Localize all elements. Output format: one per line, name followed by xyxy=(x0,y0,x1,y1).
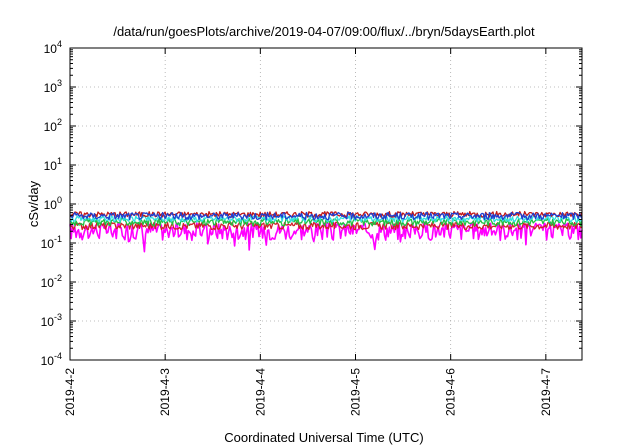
y-tick-label: 104 xyxy=(44,39,62,56)
y-tick-label: 10-3 xyxy=(41,312,62,329)
x-tick-label: 2019-4-7 xyxy=(539,368,553,416)
series-line xyxy=(69,222,583,253)
series-group xyxy=(69,210,583,253)
grid xyxy=(69,47,582,361)
y-ticks: 10-4 10-3 10-2 10-1 100 101 102 103 104 xyxy=(41,39,582,368)
x-tick-label: 2019-4-6 xyxy=(444,368,458,416)
y-tick-label: 102 xyxy=(44,117,62,134)
x-axis-label: Coordinated Universal Time (UTC) xyxy=(224,430,423,445)
series-line xyxy=(69,210,583,218)
x-tick-label: 2019-4-2 xyxy=(63,368,77,416)
x-tick-label: 2019-4-5 xyxy=(349,368,363,416)
y-tick-label: 10-1 xyxy=(41,234,62,251)
x-tick-label: 2019-4-4 xyxy=(253,368,267,416)
x-ticks: 2019-4-2 2019-4-3 2019-4-4 2019-4-5 2019-4-6… xyxy=(63,48,553,416)
chart-title: /data/run/goesPlots/archive/2019-04-07/0… xyxy=(113,24,535,39)
y-axis-label: cSv/day xyxy=(26,180,41,227)
x-tick-label: 2019-4-3 xyxy=(158,368,172,416)
series-line xyxy=(69,221,583,231)
y-tick-label: 10-4 xyxy=(41,351,62,368)
series-line xyxy=(69,211,583,221)
y-tick-label: 103 xyxy=(44,78,62,95)
y-tick-label: 100 xyxy=(44,195,62,212)
y-tick-label: 10-2 xyxy=(41,273,62,290)
y-tick-label: 101 xyxy=(44,156,62,173)
